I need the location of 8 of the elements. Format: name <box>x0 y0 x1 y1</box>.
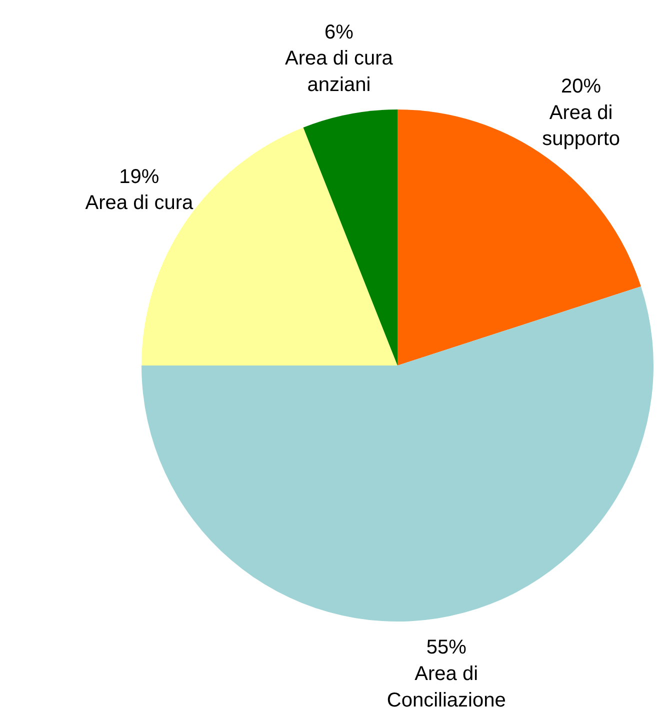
slice-label: Area di supporto <box>542 102 620 150</box>
slice-label: Area di cura anziani <box>285 48 394 96</box>
data-label: 19% <box>119 166 160 188</box>
slice-label: Area di cura <box>85 192 194 214</box>
data-label: 55% <box>426 636 467 659</box>
data-label: 20% <box>561 75 602 98</box>
data-label: 6% <box>324 21 354 44</box>
slice-label: Area di Conciliazione <box>386 662 506 712</box>
